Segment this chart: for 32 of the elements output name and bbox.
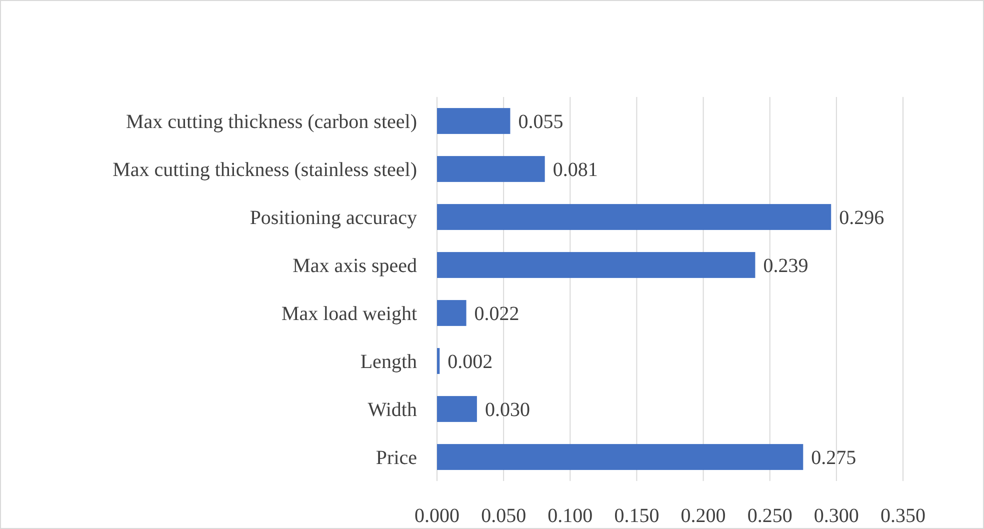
bar	[437, 396, 477, 422]
y-tick-label: Max cutting thickness (carbon steel)	[126, 111, 417, 133]
x-tick-label: 0.100	[548, 505, 593, 527]
data-label: 0.002	[448, 351, 493, 373]
data-label: 0.296	[839, 207, 884, 229]
bar	[437, 348, 440, 374]
x-tick-label: 0.000	[414, 505, 460, 527]
data-label: 0.081	[552, 159, 598, 181]
bar	[437, 204, 832, 230]
x-tick-label: 0.200	[680, 505, 726, 527]
y-tick-label: Width	[368, 399, 417, 421]
y-tick-label: Max load weight	[281, 303, 418, 325]
data-label: 0.239	[763, 255, 808, 277]
y-tick-label: Max cutting thickness (stainless steel)	[112, 159, 417, 181]
x-tick-label: 0.150	[614, 505, 660, 527]
y-tick-label: Positioning accuracy	[250, 207, 417, 229]
x-tick-label: 0.050	[481, 505, 526, 527]
data-label: 0.030	[484, 399, 530, 421]
bar	[437, 252, 756, 278]
data-label: 0.055	[518, 111, 564, 133]
y-tick-label: Price	[376, 447, 418, 469]
bar	[437, 444, 804, 470]
x-tick-label: 0.300	[814, 505, 859, 527]
y-tick-label: Length	[360, 351, 417, 373]
x-tick-label: 0.350	[880, 505, 926, 527]
data-label: 0.022	[474, 303, 520, 325]
bar	[437, 156, 545, 182]
y-tick-label: Max axis speed	[292, 255, 417, 277]
bar	[437, 108, 510, 134]
data-label: 0.275	[811, 447, 856, 469]
bar	[437, 300, 466, 326]
x-tick-label: 0.250	[747, 505, 792, 527]
